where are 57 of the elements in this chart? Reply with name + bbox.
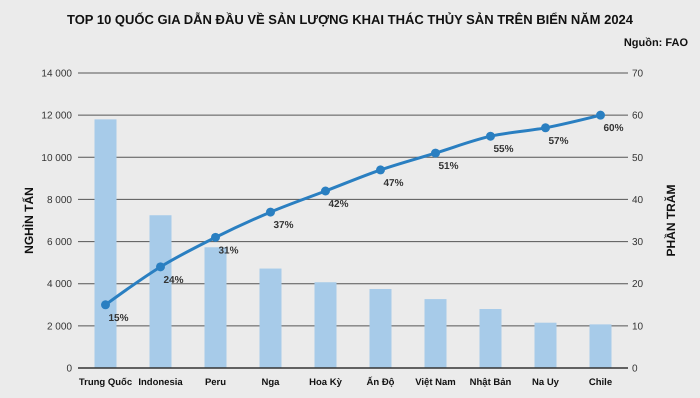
- data-label: 42%: [328, 199, 349, 210]
- y2-axis-title: PHẦN TRĂM: [664, 184, 678, 256]
- bar: [370, 288, 392, 368]
- y2-tick-label: 40: [632, 194, 644, 206]
- x-tick-label: Nga: [262, 377, 280, 388]
- point: [156, 262, 165, 272]
- x-tick-label: Hoa Kỳ: [309, 377, 343, 388]
- y-tick-label: 2 000: [46, 321, 72, 332]
- x-tick-label: Peru: [204, 377, 226, 388]
- point: [101, 300, 110, 310]
- bar: [424, 299, 446, 368]
- y2-tick-label: 0: [632, 364, 638, 374]
- bar: [260, 268, 282, 368]
- y2-tick-label: 30: [632, 237, 644, 248]
- y2-tick-label: 70: [632, 68, 644, 80]
- data-label: 55%: [494, 144, 514, 156]
- y2-tick-label: 50: [632, 152, 644, 164]
- data-label: 47%: [384, 178, 404, 189]
- point: [321, 186, 330, 196]
- y-tick-label: 8 000: [46, 194, 72, 206]
- point: [376, 165, 385, 174]
- point: [266, 208, 275, 217]
- y-tick-label: 14 000: [41, 68, 72, 80]
- point: [431, 148, 440, 158]
- text: Nguồn: FAO: [624, 37, 688, 49]
- x-tick-label: Na Uy: [532, 377, 560, 388]
- data-label: 57%: [548, 136, 569, 147]
- y-axis-title: NGHÌN TẤN: [22, 187, 36, 254]
- y-tick-label: 0: [66, 364, 72, 374]
- x-tick-label: Trung Quốc: [78, 377, 132, 388]
- data-label: 31%: [218, 245, 239, 256]
- data-label: 15%: [108, 312, 129, 324]
- point: [596, 110, 605, 120]
- data-label: 24%: [164, 274, 184, 286]
- y-tick-label: 4 000: [46, 279, 72, 290]
- chart-title: TOP 10 QUỐC GIA DẪN ĐẦU VỀ SẢN LƯỢNG KHAI THÁC THỦY SẢN TRÊN BIỂN NĂM 2024: [66, 12, 634, 27]
- bar: [534, 322, 556, 368]
- x-tick-label: Việt Nam: [415, 377, 456, 388]
- y-tick-label: 10 000: [41, 152, 72, 164]
- y-tick-label: 6 000: [46, 237, 72, 248]
- x-tick-label: Chile: [588, 377, 612, 388]
- y-tick-label: 12 000: [41, 110, 72, 122]
- bar: [590, 324, 612, 368]
- data-label: 37%: [274, 220, 294, 232]
- y2-tick-label: 20: [632, 279, 644, 290]
- bar: [314, 282, 336, 368]
- data-label: 51%: [438, 161, 459, 172]
- x-tick-label: Indonesia: [138, 377, 184, 388]
- y2-tick-label: 60: [632, 110, 644, 122]
- point: [541, 123, 550, 132]
- data-label: 60%: [604, 123, 624, 134]
- x-tick-label: Ấn Độ: [366, 376, 395, 388]
- point: [486, 132, 495, 141]
- x-tick-label: Nhật Bản: [470, 377, 512, 388]
- bar: [480, 309, 502, 368]
- point: [211, 232, 220, 242]
- y2-tick-label: 10: [632, 321, 644, 332]
